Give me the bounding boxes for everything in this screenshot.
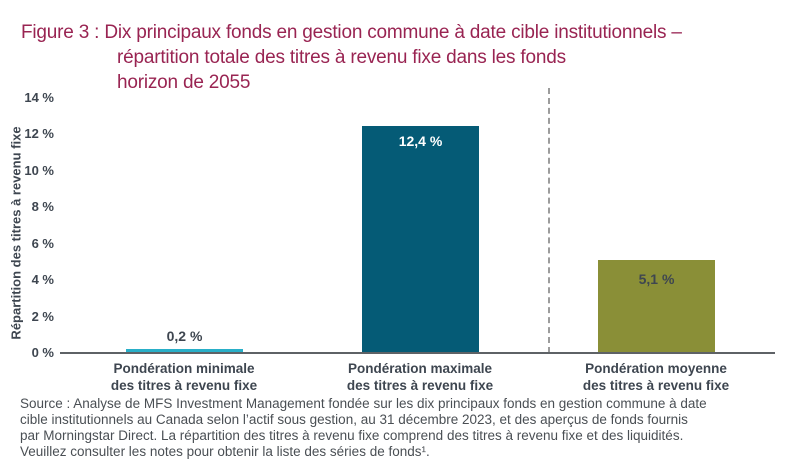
plot-area: 0,2 % 12,4 % 5,1 % xyxy=(60,88,775,354)
source-note-line-2: cible institutionnels au Canada selon l’… xyxy=(20,412,688,427)
figure-title-line-3: horizon de 2055 xyxy=(117,72,251,93)
category-label-average: Pondération moyenne des titres à revenu … xyxy=(582,361,730,393)
figure-title: Figure 3 : Dix principaux fonds en gesti… xyxy=(21,20,793,95)
y-tick-label-6: 6 % xyxy=(31,236,54,251)
y-tick-label-12: 12 % xyxy=(24,126,54,141)
source-note-line-1: Source : Analyse de MFS Investment Manag… xyxy=(20,396,707,411)
figure-title-line-2: répartition totale des titres à revenu f… xyxy=(117,47,566,68)
x-axis-baseline xyxy=(60,352,775,354)
source-note-line-3: par Morningstar Direct. La répartition d… xyxy=(20,428,684,443)
y-tick-label-2: 2 % xyxy=(31,309,54,324)
bar-minimum-weight xyxy=(126,349,243,353)
dashed-divider-line xyxy=(548,88,550,353)
source-note: Source : Analyse de MFS Investment Manag… xyxy=(20,396,786,460)
value-label-average: 5,1 % xyxy=(638,271,675,287)
value-label-minimum: 0,2 % xyxy=(166,328,203,344)
y-tick-label-0: 0 % xyxy=(31,345,54,360)
source-note-line-4: Veuillez consulter les notes pour obteni… xyxy=(20,444,430,459)
y-tick-label-14: 14 % xyxy=(24,90,54,105)
value-label-maximum: 12,4 % xyxy=(398,133,443,149)
bar-maximum-weight xyxy=(362,126,479,353)
bar-average-weight xyxy=(598,259,715,353)
figure-title-line-1: Figure 3 : Dix principaux fonds en gesti… xyxy=(21,22,682,43)
y-tick-label-10: 10 % xyxy=(24,163,54,178)
y-tick-label-4: 4 % xyxy=(31,272,54,287)
category-label-maximum: Pondération maximale des titres à revenu… xyxy=(346,361,494,393)
y-tick-label-8: 8 % xyxy=(31,199,54,214)
category-label-minimum: Pondération minimale des titres à revenu… xyxy=(110,361,258,393)
y-axis-title: Répartition des titres à revenu fixe xyxy=(8,126,24,340)
